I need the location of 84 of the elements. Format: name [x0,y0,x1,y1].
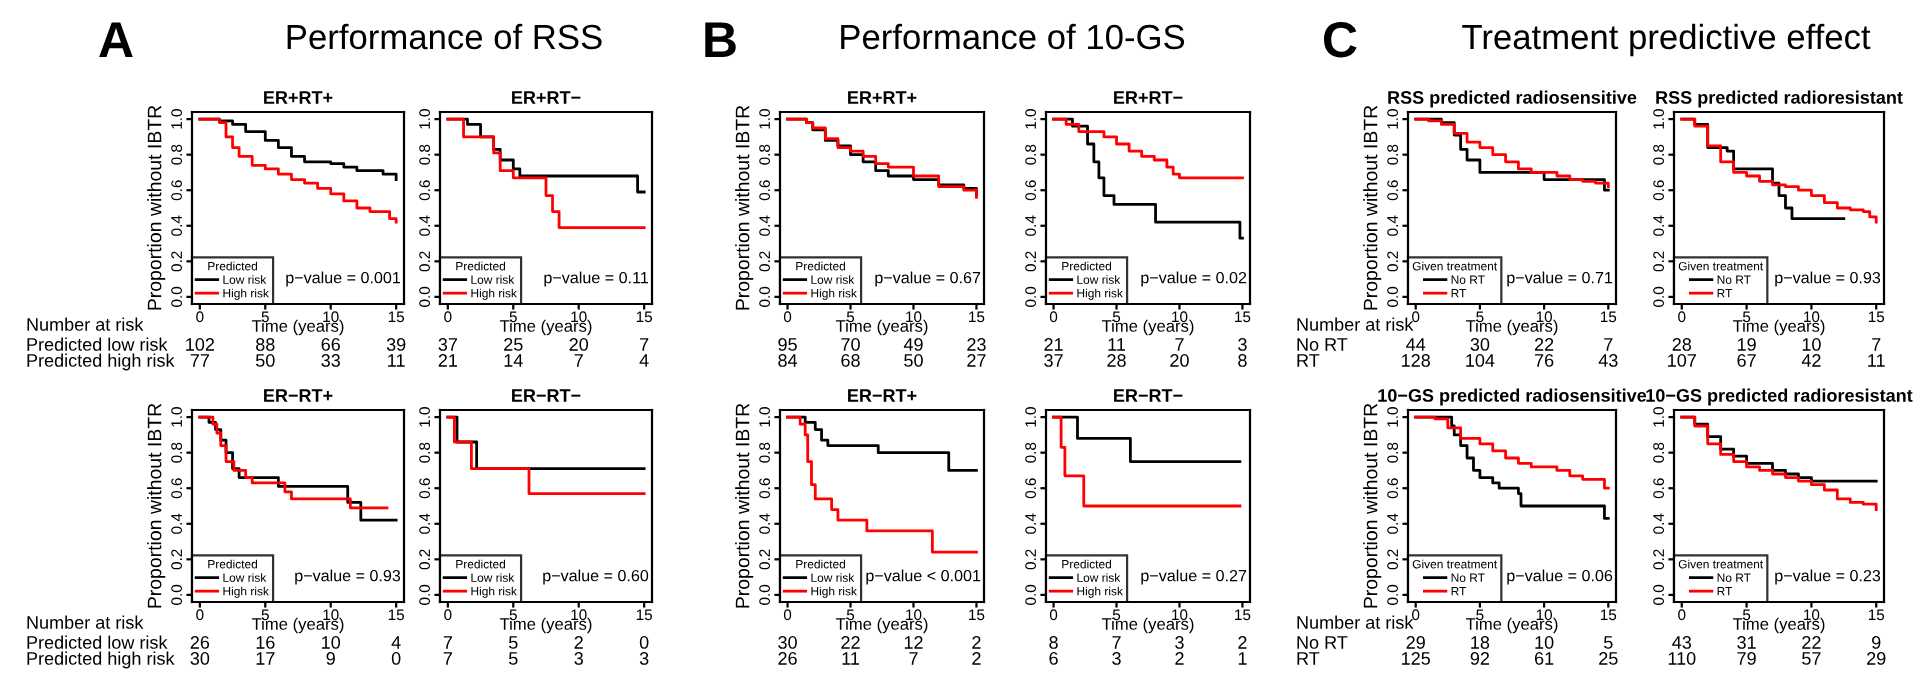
text: 77 50 33 11 [190,354,405,367]
text: No RT [1297,636,1348,649]
annotation: p−value = 0.02 [1141,271,1247,287]
y-axis-title: Proportion without IBTR [1363,403,1382,608]
text: 37 25 20 7 [438,338,649,351]
annotation: p−value = 0.06 [1507,569,1613,585]
text: Performance of RSS [287,23,602,50]
y-axis-title: Proportion without IBTR [1363,105,1382,310]
x-axis-title: Time (years) [1101,617,1194,634]
text: C [1324,22,1357,58]
y-axis-title: Proportion without IBTR [147,403,166,608]
annotation: p−value = 0.11 [544,271,649,287]
text: 29 18 10 5 [1406,636,1613,649]
y-axis-title: Proportion without IBTR [735,105,754,310]
text: 128 104 76 43 [1402,354,1618,367]
chart-title: RSS predicted radiosensitive [1388,90,1637,108]
text: Number at risk [1297,615,1414,629]
annotation: p−value = 0.71 [1507,271,1613,287]
annotation: p−value = 0.27 [1141,569,1247,585]
chart-title: ER+RT+ [264,91,333,104]
text: Performance of 10-GS [841,23,1185,50]
text: 30 22 12 2 [778,636,981,649]
text: Predicted low risk [27,635,168,649]
text: 8 7 3 2 [1049,636,1247,649]
text: 125 92 61 25 [1402,652,1618,665]
text: 110 79 57 29 [1668,652,1886,665]
text: 30 17 9 0 [190,652,401,665]
text: 21 11 7 3 [1044,338,1247,351]
chart-title: 10−GS predicted radiosensitive [1378,388,1647,406]
x-axis-title: Time (years) [1732,617,1825,634]
text: Number at risk [1297,317,1414,331]
text: B [705,22,736,57]
chart-title: RSS predicted radioresistant [1656,90,1903,108]
text: No RT [1297,338,1348,351]
text: 6 3 2 1 [1049,652,1247,665]
annotation: p−value < 0.001 [866,569,981,585]
x-axis-title: Time (years) [251,617,344,634]
text: 84 68 50 27 [778,354,986,367]
text: 28 19 10 7 [1672,338,1881,351]
x-axis-title: Time (years) [835,319,928,336]
text: 7 5 3 3 [443,652,649,665]
chart-title: ER−RT− [1114,389,1183,402]
y-axis-title: Proportion without IBTR [735,403,754,608]
text: RT [1297,354,1320,367]
text: Number at risk [27,317,144,331]
chart-title: ER−RT+ [264,389,333,402]
chart-title: ER−RT− [512,389,581,402]
annotation: p−value = 0.67 [875,271,981,287]
annotation: p−value = 0.23 [1775,569,1881,585]
x-axis-title: Time (years) [1465,319,1558,336]
text: Predicted high risk [27,353,175,371]
annotation: p−value = 0.001 [286,271,401,287]
text: 107 67 42 11 [1668,354,1885,367]
text: 26 11 7 2 [778,652,981,665]
text: 37 28 20 8 [1044,354,1247,367]
x-axis-title: Time (years) [251,319,344,336]
text: 26 16 10 4 [190,636,401,649]
text: Treatment predictive effect [1462,23,1871,57]
chart-title: ER+RT− [1114,91,1183,104]
text: 7 5 2 0 [443,636,649,649]
x-axis-title: Time (years) [499,617,592,634]
text: A [99,22,133,57]
x-axis-title: Time (years) [499,319,592,336]
text: 43 31 22 9 [1672,636,1881,649]
chart-title: 10−GS predicted radioresistant [1646,388,1913,406]
y-axis-title: Proportion without IBTR [147,105,166,310]
chart-title: ER+RT− [512,91,581,104]
text: Predicted high risk [27,651,175,669]
annotation: p−value = 0.60 [543,569,649,585]
text: Number at risk [27,615,144,629]
text: RT [1297,652,1320,665]
chart-title: ER+RT+ [848,91,917,104]
annotation: p−value = 0.93 [1775,271,1881,287]
text: 21 14 7 4 [438,354,649,367]
x-axis-title: Time (years) [1732,319,1825,336]
text: 102 88 66 39 [186,338,406,351]
annotation: p−value = 0.93 [295,569,401,585]
text: 44 30 22 7 [1406,338,1613,351]
chart-title: ER−RT+ [848,389,917,402]
x-axis-title: Time (years) [835,617,928,634]
x-axis-title: Time (years) [1465,617,1558,634]
text: Predicted low risk [27,337,168,351]
text: 95 70 49 23 [778,338,986,351]
x-axis-title: Time (years) [1101,319,1194,336]
